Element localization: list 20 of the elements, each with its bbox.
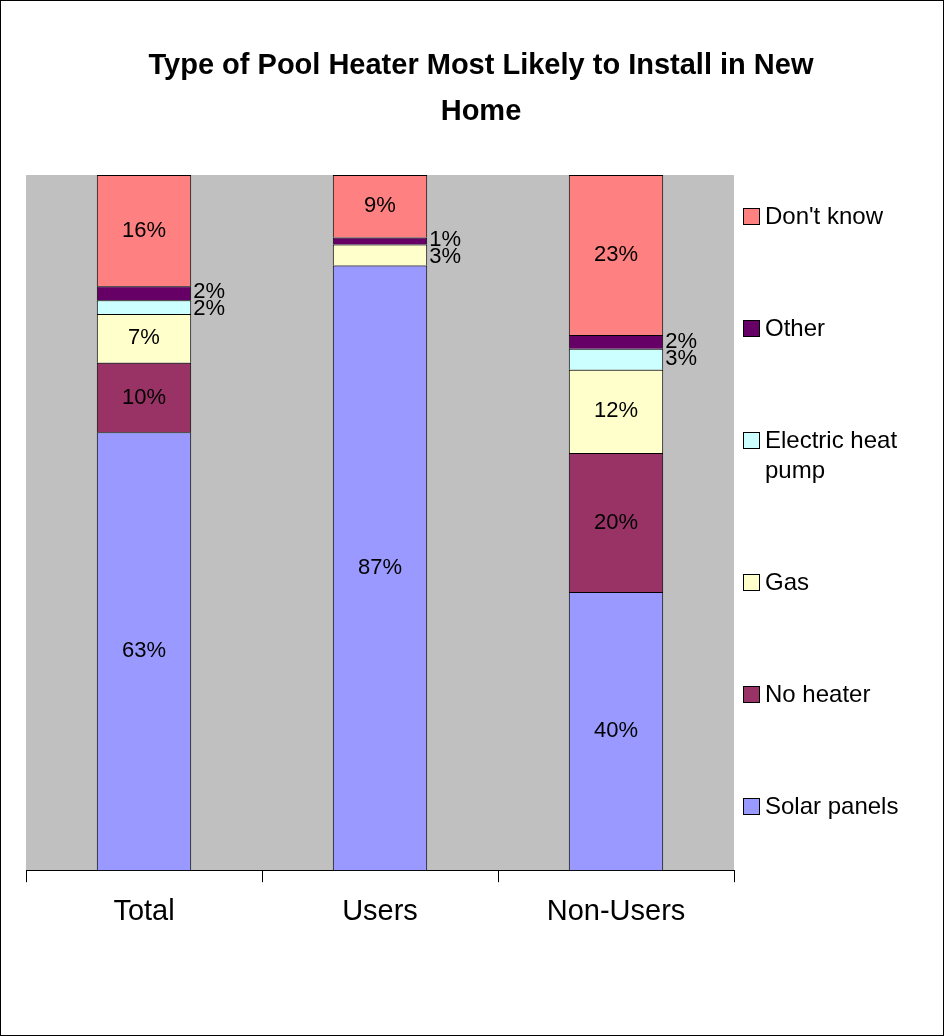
data-label: 10% <box>121 383 167 409</box>
data-label: 23% <box>593 241 639 267</box>
data-label: 87% <box>357 553 403 579</box>
data-label: 12% <box>593 397 639 423</box>
legend-label: Gas <box>765 567 810 597</box>
legend-label: Solar panels <box>765 791 899 821</box>
x-tick-label: Users <box>342 893 418 926</box>
data-label: 16% <box>121 216 167 242</box>
legend-label: Don't know <box>765 201 883 231</box>
legend-label: Electric heat pump <box>765 425 899 485</box>
data-label: 9% <box>364 192 396 218</box>
data-label: 63% <box>121 637 167 663</box>
chart-title: Type of Pool Heater Most Likely to Install in New Home <box>147 47 815 128</box>
data-label: 7% <box>128 324 160 350</box>
legend-label: Other <box>765 313 826 343</box>
data-label: 20% <box>593 508 639 534</box>
x-tick-label: Total <box>113 893 175 926</box>
data-label: 40% <box>593 717 639 743</box>
x-tick-label: Non-Users <box>546 893 686 926</box>
legend-label: No heater <box>765 679 871 709</box>
